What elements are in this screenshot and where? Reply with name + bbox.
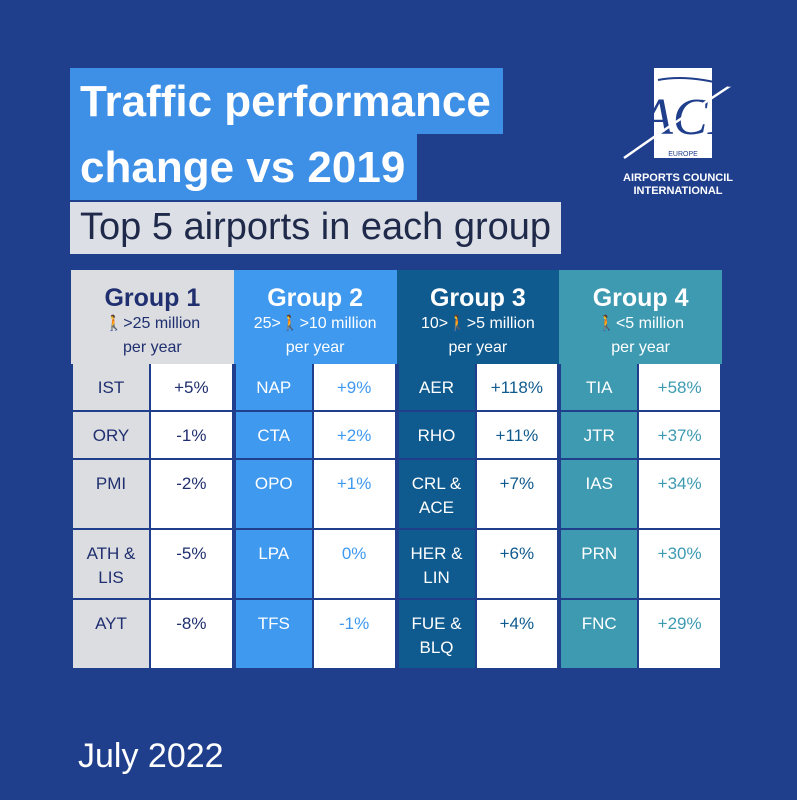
change-value: 0% xyxy=(313,530,397,600)
group-name: Group 1 xyxy=(104,284,201,312)
change-value: +34% xyxy=(639,460,722,530)
airport-code: ORY xyxy=(71,412,151,460)
airport-code: TIA xyxy=(559,364,640,412)
change-value: -8% xyxy=(151,600,234,670)
table-row: PRN +30% xyxy=(559,530,722,600)
airport-code: PMI xyxy=(71,460,151,530)
change-value: +29% xyxy=(639,600,722,670)
airport-code: LPA xyxy=(233,530,314,600)
airport-code: HER & LIN xyxy=(396,530,477,600)
table-row: PMI -2% xyxy=(71,460,234,530)
airport-code: IAS xyxy=(559,460,640,530)
change-value: +2% xyxy=(313,412,397,460)
table-row: IST +5% xyxy=(71,364,234,412)
table-row: JTR +37% xyxy=(559,412,722,460)
airport-code: FUE & BLQ xyxy=(396,600,477,670)
group-2-header: Group 2 25>🚶>10 million per year xyxy=(233,270,397,364)
group-4-column: Group 4 🚶<5 million per year TIA +58% JT… xyxy=(559,270,722,670)
table-row: AYT -8% xyxy=(71,600,234,670)
table-row: ATH & LIS -5% xyxy=(71,530,234,600)
change-value: +58% xyxy=(639,364,722,412)
change-value: +4% xyxy=(476,600,560,670)
logo-region: EUROPE xyxy=(668,151,698,158)
change-value: +30% xyxy=(639,530,722,600)
table-row: RHO +11% xyxy=(396,412,560,460)
airport-code: CRL & ACE xyxy=(396,460,477,530)
airport-code: TFS xyxy=(233,600,314,670)
change-value: +11% xyxy=(476,412,560,460)
airport-code: PRN xyxy=(559,530,640,600)
title-block: Traffic performance change vs 2019 Top 5… xyxy=(70,68,562,254)
airport-code: AYT xyxy=(71,600,151,670)
group-name: Group 2 xyxy=(267,284,364,312)
change-value: -5% xyxy=(151,530,234,600)
change-value: -1% xyxy=(313,600,397,670)
airport-code: AER xyxy=(396,364,477,412)
group-4-header: Group 4 🚶<5 million per year xyxy=(559,270,722,364)
group-name: Group 4 xyxy=(592,284,689,312)
table-row: TFS -1% xyxy=(233,600,397,670)
airport-code: FNC xyxy=(559,600,640,670)
group-name: Group 3 xyxy=(429,284,526,312)
table-row: FNC +29% xyxy=(559,600,722,670)
title-line-2: change vs 2019 xyxy=(70,134,418,200)
table-row: IAS +34% xyxy=(559,460,722,530)
group-1-column: Group 1 🚶>25 million per year IST +5% OR… xyxy=(71,270,234,670)
airport-code: OPO xyxy=(233,460,314,530)
change-value: +118% xyxy=(476,364,560,412)
table-row: OPO +1% xyxy=(233,460,397,530)
person-with-luggage-icon: 🚶 xyxy=(280,315,300,332)
aci-logo: ACI EUROPE AIRPORTS COUNCIL INTERNATIONA… xyxy=(618,60,738,210)
change-value: +37% xyxy=(639,412,722,460)
airport-code: RHO xyxy=(396,412,477,460)
person-with-luggage-icon: 🚶 xyxy=(448,315,467,332)
table-row: HER & LIN +6% xyxy=(396,530,560,600)
change-value: +1% xyxy=(313,460,397,530)
group-3-column: Group 3 10>🚶>5 million per year AER +118… xyxy=(396,270,560,670)
airport-code: JTR xyxy=(559,412,640,460)
change-value: +5% xyxy=(151,364,234,412)
table-row: NAP +9% xyxy=(233,364,397,412)
table-row: LPA 0% xyxy=(233,530,397,600)
change-value: +6% xyxy=(476,530,560,600)
airport-code: IST xyxy=(71,364,151,412)
person-with-luggage-icon: 🚶 xyxy=(597,315,616,332)
table-row: FUE & BLQ +4% xyxy=(396,600,560,670)
report-date: July 2022 xyxy=(78,737,224,775)
title-line-1: Traffic performance xyxy=(70,68,503,134)
change-value: +9% xyxy=(313,364,397,412)
airport-code: ATH & LIS xyxy=(71,530,151,600)
change-value: +7% xyxy=(476,460,560,530)
airport-code: NAP xyxy=(233,364,314,412)
table-row: AER +118% xyxy=(396,364,560,412)
table-row: TIA +58% xyxy=(559,364,722,412)
traffic-table: Group 1 🚶>25 million per year IST +5% OR… xyxy=(71,270,722,670)
group-2-column: Group 2 25>🚶>10 million per year NAP +9%… xyxy=(233,270,397,670)
aci-logo-mark: ACI EUROPE xyxy=(623,68,731,160)
table-row: ORY -1% xyxy=(71,412,234,460)
change-value: -1% xyxy=(151,412,234,460)
person-with-luggage-icon: 🚶 xyxy=(104,315,124,332)
group-3-header: Group 3 10>🚶>5 million per year xyxy=(396,270,560,364)
airport-code: CTA xyxy=(233,412,314,460)
group-1-header: Group 1 🚶>25 million per year xyxy=(71,270,234,364)
subtitle: Top 5 airports in each group xyxy=(70,202,562,254)
table-row: CTA +2% xyxy=(233,412,397,460)
logo-name: AIRPORTS COUNCIL INTERNATIONAL xyxy=(623,172,733,197)
change-value: -2% xyxy=(151,460,234,530)
table-row: CRL & ACE +7% xyxy=(396,460,560,530)
